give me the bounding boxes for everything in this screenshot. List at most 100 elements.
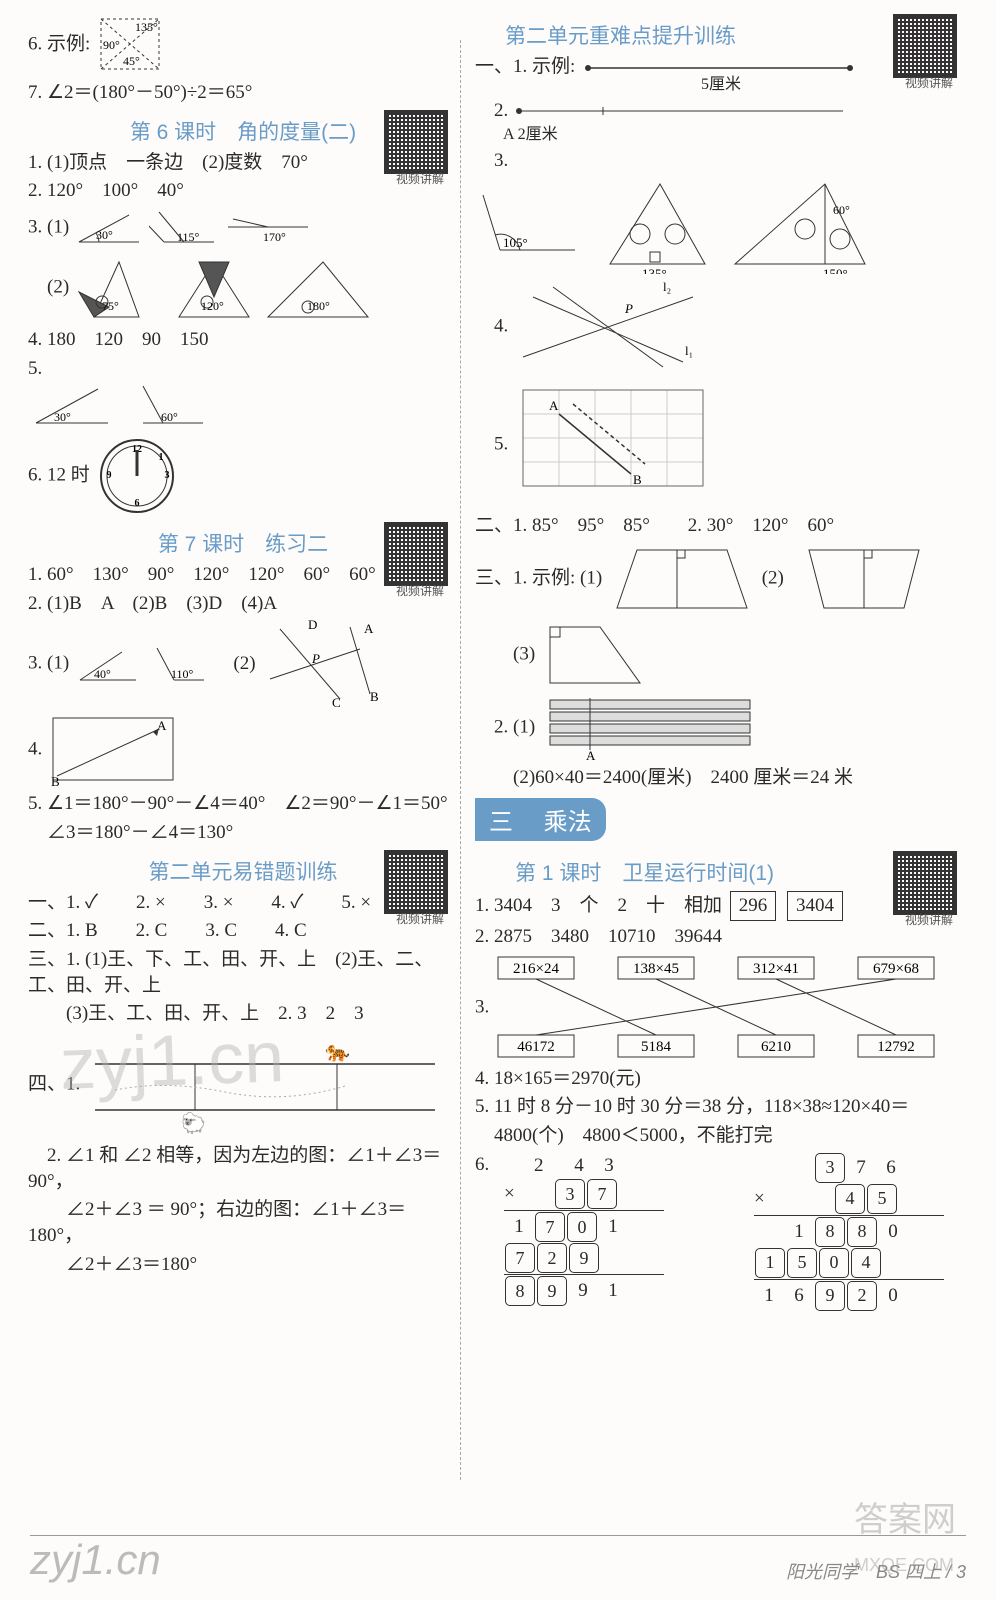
h1-5-label: 5. bbox=[475, 433, 508, 454]
l6-q3-label: 3. (1) bbox=[28, 216, 69, 237]
l7-q4: 4. A B bbox=[28, 712, 458, 788]
svg-text:170°: 170° bbox=[263, 230, 286, 244]
l6-q5-label: 5. bbox=[28, 358, 42, 379]
angle-30-diagram: 30° bbox=[74, 207, 144, 249]
angle-170-diagram: 170° bbox=[223, 207, 313, 249]
h-sec3-1: 三、1. 示例: (1) (2) bbox=[475, 542, 967, 616]
triangle-120-diagram: 120° bbox=[169, 252, 259, 324]
l7-q5b: ∠3＝180°－∠4＝130° bbox=[28, 820, 458, 846]
column-divider bbox=[460, 40, 461, 1480]
e-q2b: ∠2＋∠3 ＝ 90°；右边的图：∠1＋∠3＝180°， bbox=[28, 1197, 458, 1248]
angle-30b-diagram: 30° bbox=[28, 381, 118, 431]
qr-icon bbox=[384, 110, 448, 174]
animals-parallel-diagram: 🐅 🐑 bbox=[85, 1030, 445, 1140]
h-sec2: 二、1. 85° 95° 85° 2. 30° 120° 60° bbox=[475, 513, 967, 539]
l7-q3-2-label: (2) bbox=[233, 653, 255, 674]
h1-3: 3. 105° 135° 60° 150° bbox=[475, 148, 967, 274]
svg-text:60°: 60° bbox=[833, 203, 850, 217]
svg-text:A: A bbox=[586, 748, 596, 762]
angle-105-diagram: 105° bbox=[475, 185, 585, 263]
stripes-diagram: A bbox=[540, 694, 760, 762]
angle-110-diagram: 110° bbox=[149, 642, 209, 686]
svg-text:120°: 120° bbox=[201, 299, 224, 313]
h-sec3-2b: (2)60×40＝2400(厘米) 2400 厘米＝24 米 bbox=[475, 765, 967, 791]
calc1: 243 ×37 1701 729 8991 bbox=[504, 1152, 664, 1312]
c3-q3-label: 3. bbox=[475, 996, 489, 1017]
h1-1-label: 一、1. 示例: bbox=[475, 56, 575, 77]
svg-text:110°: 110° bbox=[171, 667, 194, 681]
c3-q1-text: 1. 3404 3 个 2 十 相加 bbox=[475, 895, 722, 916]
svg-text:🐑: 🐑 bbox=[181, 1111, 206, 1135]
svg-text:180°: 180° bbox=[307, 299, 330, 313]
e-sec3a: 三、1. (1)王、下、工、田、开、上 (2)王、二、工、田、开、上 bbox=[28, 947, 458, 998]
q6-text: 6. 示例: bbox=[28, 33, 90, 54]
l6-q6-label: 6. 12 时 bbox=[28, 465, 90, 486]
svg-text:216×24: 216×24 bbox=[513, 961, 559, 977]
svg-text:9: 9 bbox=[106, 470, 111, 481]
l6-q3-2: (2) 75° 120° 180° bbox=[28, 252, 458, 324]
h-sec3-1c: (3) bbox=[475, 619, 967, 691]
svg-text:60°: 60° bbox=[161, 410, 178, 424]
svg-text:C: C bbox=[332, 695, 341, 709]
h-sec3-1b-label: (2) bbox=[762, 567, 784, 588]
qr-label: 视频讲解 bbox=[396, 910, 444, 927]
q7: 7. ∠2＝(180°－50°)÷2＝65° bbox=[28, 80, 458, 106]
triangle-180-diagram: 180° bbox=[263, 252, 373, 324]
triangle-60-150-diagram: 60° 150° bbox=[725, 174, 875, 274]
svg-text:30°: 30° bbox=[96, 228, 113, 242]
svg-text:30°: 30° bbox=[54, 410, 71, 424]
matching-diagram: 216×24 138×45 312×41 679×68 46172 5184 6… bbox=[494, 953, 964, 1063]
h-sec3-2: 2. (1) A bbox=[475, 694, 967, 762]
svg-text:P: P bbox=[624, 301, 633, 316]
right-column: 第二单元重难点提升训练 视频讲解 一、1. 示例: 5厘米 2. A 2厘米 3… bbox=[475, 10, 967, 1510]
qr-label: 视频讲解 bbox=[396, 582, 444, 599]
footer-left: zyj1.cn bbox=[30, 1536, 161, 1584]
svg-text:l₂: l₂ bbox=[663, 279, 671, 294]
svg-text:B: B bbox=[633, 472, 642, 487]
angle-40-diagram: 40° bbox=[74, 642, 144, 686]
h1-4: 4. l₂ P l₁ bbox=[475, 277, 967, 377]
h-sec3-1-label: 三、1. 示例: (1) bbox=[475, 567, 602, 588]
trapezoid-2-diagram bbox=[789, 542, 939, 616]
ray-A-diagram bbox=[513, 101, 853, 123]
e-sec4-label: 四、1. bbox=[28, 1073, 80, 1094]
e-sec3b: (3)王、工、田、开、上 2. 3 2 3 bbox=[28, 1001, 458, 1027]
c3-q1-box1: 296 bbox=[730, 891, 777, 921]
svg-text:75°: 75° bbox=[102, 299, 119, 313]
triangle-135-diagram: 135° bbox=[590, 174, 720, 274]
l6-q2: 2. 120° 100° 40° bbox=[28, 178, 458, 204]
h1-4-label: 4. bbox=[475, 315, 508, 336]
svg-text:90°: 90° bbox=[103, 38, 120, 52]
e-sec4: 四、1. 🐅 🐑 bbox=[28, 1030, 458, 1140]
q6: 6. 示例: 135° 90° 45° bbox=[28, 13, 458, 77]
l6-q3-2-label: (2) bbox=[28, 276, 69, 297]
svg-text:46172: 46172 bbox=[517, 1039, 555, 1055]
h1-2-label: 2. bbox=[475, 100, 508, 121]
svg-text:P: P bbox=[311, 651, 320, 666]
angle-60b-diagram: 60° bbox=[123, 381, 213, 431]
c3-q4: 4. 18×165＝2970(元) bbox=[475, 1066, 967, 1092]
svg-text:12792: 12792 bbox=[877, 1039, 915, 1055]
qr-icon bbox=[893, 14, 957, 78]
l7-q4-label: 4. bbox=[28, 739, 42, 760]
triangle-75-diagram: 75° bbox=[74, 252, 164, 324]
c3-q5b: 4800(个) 4800＜5000，不能打完 bbox=[475, 1123, 967, 1149]
qr-icon bbox=[893, 851, 957, 915]
h1-3-label: 3. bbox=[475, 150, 508, 171]
c3-q6-label: 6. bbox=[475, 1154, 489, 1175]
trapezoid-1-diagram bbox=[607, 542, 757, 616]
ray-A-label: A 2厘米 bbox=[503, 124, 967, 146]
h-sec3-1c-label: (3) bbox=[475, 643, 535, 664]
svg-text:105°: 105° bbox=[503, 235, 528, 250]
svg-text:3: 3 bbox=[164, 470, 169, 481]
angle-115-diagram: 115° bbox=[149, 207, 219, 249]
c3-q3: 3. 216×24 138×45 312×41 679×68 46172 518… bbox=[475, 953, 967, 1063]
rect-ab-diagram: A B bbox=[47, 712, 187, 788]
svg-text:🐅: 🐅 bbox=[325, 1041, 350, 1063]
h-sec3-2-label: 2. (1) bbox=[475, 716, 535, 737]
svg-text:135°: 135° bbox=[642, 266, 667, 274]
l7-q2: 2. (1)B A (2)B (3)D (4)A bbox=[28, 591, 458, 617]
left-column: 6. 示例: 135° 90° 45° 7. ∠2＝(180°－50°)÷2＝6… bbox=[28, 10, 458, 1510]
svg-text:A: A bbox=[157, 718, 167, 733]
svg-text:l₁: l₁ bbox=[685, 343, 693, 358]
